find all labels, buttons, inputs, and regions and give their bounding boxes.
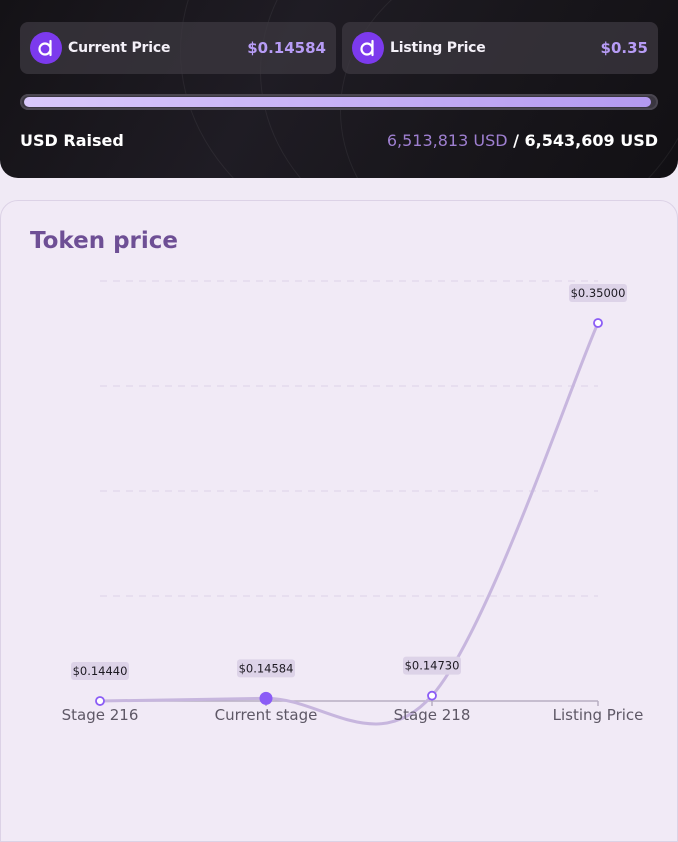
current-price-label: Current Price (68, 40, 171, 56)
token-logo-icon (352, 32, 384, 64)
data-point (593, 318, 603, 328)
raised-amount: 6,513,813 USD (386, 131, 508, 150)
listing-price-value: $0.35 (600, 39, 648, 57)
panel-title: Token price (30, 228, 179, 254)
raise-progress-bar (20, 94, 658, 110)
current-stage-point (259, 691, 273, 705)
data-label: $0.14440 (73, 664, 128, 678)
raised-target: 6,543,609 USD (524, 131, 658, 150)
data-label-bg (237, 659, 295, 678)
token-logo-icon (30, 32, 62, 64)
x-tick-label: Listing Price (553, 706, 644, 724)
listing-price-label: Listing Price (390, 40, 486, 56)
data-label-bg (403, 656, 461, 675)
price-line (99, 322, 600, 726)
listing-price-card: Listing Price $0.35 (342, 22, 658, 74)
data-point (427, 690, 437, 701)
x-tick-label: Stage 218 (394, 706, 471, 724)
raise-progress-fill (24, 97, 651, 107)
data-label: $0.35000 (571, 286, 626, 300)
presale-header: Current Price $0.14584 Listing Price $0.… (0, 0, 678, 178)
data-label: $0.14730 (405, 659, 460, 673)
data-label-bg (569, 284, 627, 302)
usd-raised-label: USD Raised (20, 131, 124, 150)
data-point (95, 696, 105, 706)
x-tick-label: Current stage (215, 706, 318, 724)
current-price-value: $0.14584 (247, 39, 326, 57)
data-label-bg (71, 662, 129, 680)
data-label: $0.14584 (239, 661, 294, 675)
token-price-panel (0, 200, 678, 842)
raised-separator: / (507, 131, 525, 150)
usd-raised-value: 6,513,813 USD / 6,543,609 USD (387, 131, 658, 150)
x-tick-label: Stage 216 (62, 706, 139, 724)
current-price-card: Current Price $0.14584 (20, 22, 336, 74)
